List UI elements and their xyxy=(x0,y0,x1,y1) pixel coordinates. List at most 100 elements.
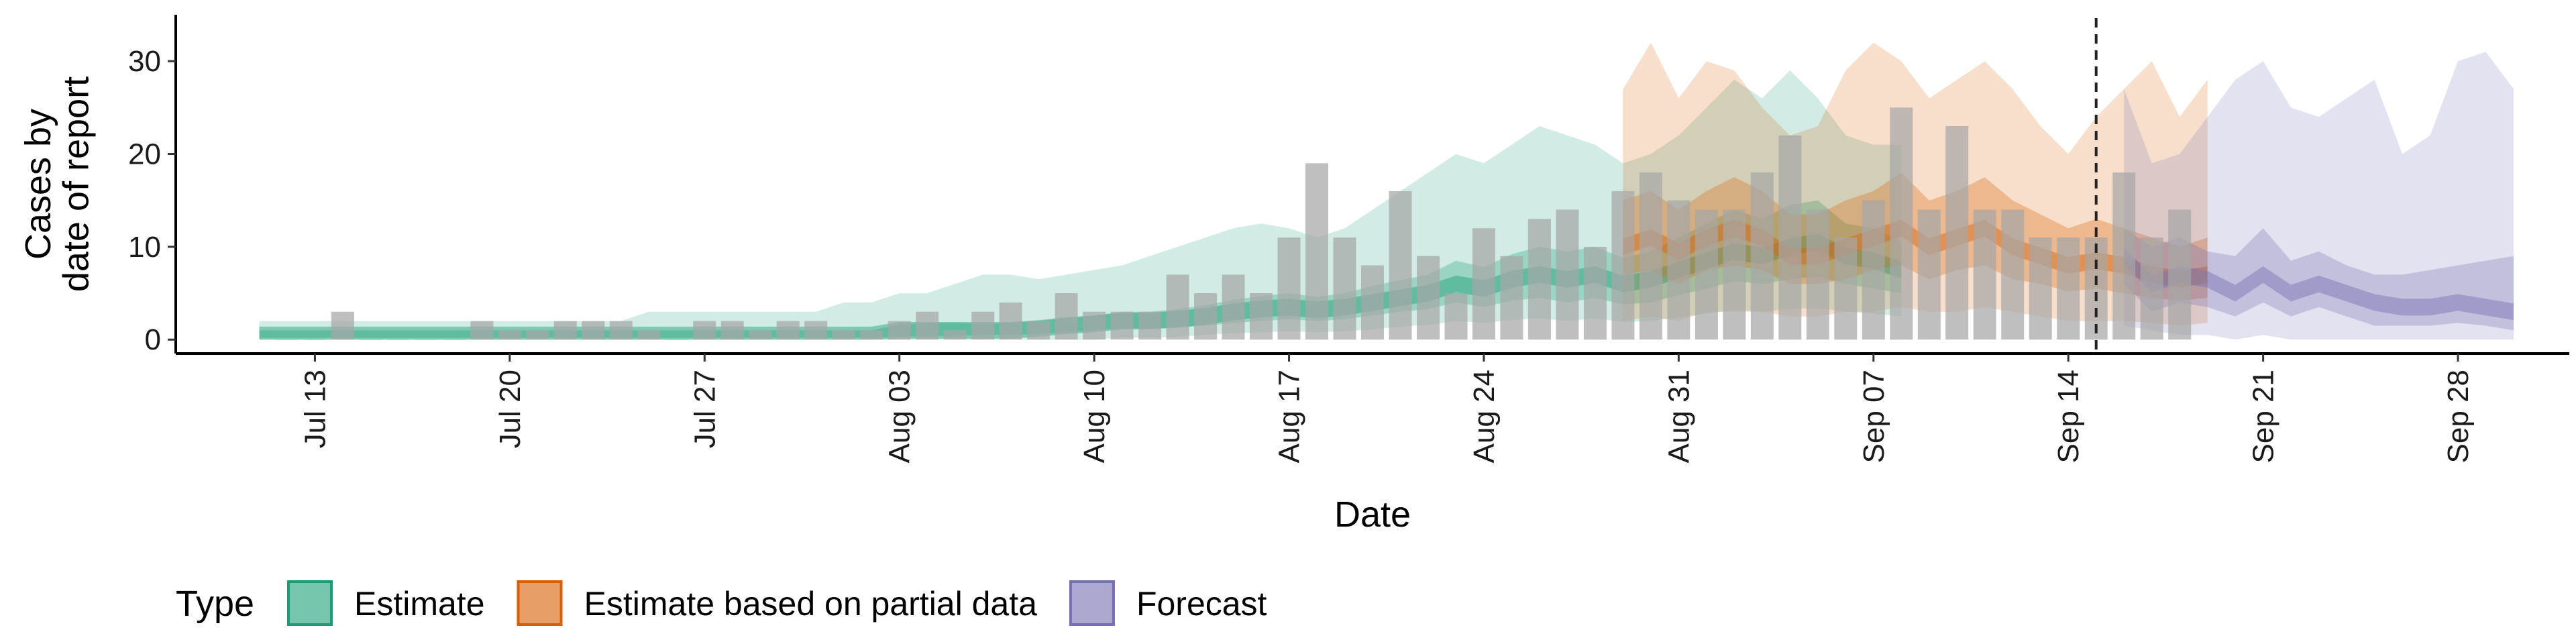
reported-case-bar xyxy=(1305,163,1328,340)
reported-case-bar xyxy=(1973,209,1996,340)
reported-case-bar xyxy=(943,330,967,340)
reported-case-bar xyxy=(2140,237,2163,340)
legend-label: Estimate xyxy=(354,585,485,623)
reported-case-bar xyxy=(2029,237,2052,340)
y-tick-label: 0 xyxy=(145,323,161,356)
reported-case-bar xyxy=(1389,191,1412,340)
reported-case-bar xyxy=(665,339,688,340)
x-tick-label: Sep 21 xyxy=(2247,370,2280,463)
reported-case-bar xyxy=(916,311,939,340)
reported-case-bar xyxy=(1110,311,1134,340)
reported-case-bar xyxy=(860,330,883,340)
reported-case-bar xyxy=(2168,209,2192,340)
reported-case-bar xyxy=(275,339,299,340)
reported-case-bar xyxy=(888,321,911,340)
reported-case-bar xyxy=(776,321,800,340)
reported-case-bar xyxy=(609,321,633,340)
reported-case-bar xyxy=(1556,209,1579,340)
reported-case-bar xyxy=(415,339,438,340)
legend-key xyxy=(287,580,333,626)
x-tick-label: Sep 07 xyxy=(1858,370,1890,463)
x-axis-title: Date xyxy=(1334,494,1411,535)
reported-case-bar xyxy=(386,339,410,340)
legend-key xyxy=(1069,580,1115,626)
y-tick-label: 20 xyxy=(128,138,161,171)
reported-case-bar xyxy=(1500,256,1523,340)
reported-case-bar xyxy=(1361,265,1384,340)
x-tick-label: Aug 03 xyxy=(883,370,916,463)
reported-case-bar xyxy=(1695,209,1718,340)
reported-case-bar xyxy=(1444,293,1468,340)
reported-case-bar xyxy=(1834,237,1858,340)
reported-case-bar xyxy=(1277,237,1301,340)
reported-case-bar xyxy=(1667,200,1690,340)
x-tick-label: Jul 27 xyxy=(688,370,721,448)
reported-case-bar xyxy=(1083,311,1106,340)
reported-case-bar xyxy=(971,311,995,340)
reported-case-bar xyxy=(693,321,716,340)
reported-case-bar xyxy=(1166,274,1189,340)
reported-case-bar xyxy=(2112,172,2136,340)
reported-case-bar xyxy=(582,321,605,340)
reported-case-bar xyxy=(1055,293,1078,340)
reported-case-bar xyxy=(1417,256,1440,340)
x-tick-label: Sep 14 xyxy=(2052,370,2085,463)
reported-case-bar xyxy=(1472,228,1495,340)
reported-case-bar xyxy=(1917,209,1941,340)
reported-case-bar xyxy=(1027,321,1051,340)
reported-case-bar xyxy=(720,321,744,340)
legend-key xyxy=(517,580,563,626)
reported-case-bar xyxy=(331,311,354,340)
reported-case-bar xyxy=(1527,219,1551,340)
axes: 0 10 20 30 Jul 13 Jul 20 Jul 27 Aug 03 Aug 10 Aug… xyxy=(18,15,2569,535)
reported-case-bar xyxy=(804,321,828,340)
reported-case-bar xyxy=(999,302,1022,340)
reported-case-bar xyxy=(303,339,327,340)
legend-label: Estimate based on partial data xyxy=(584,585,1038,623)
y-tick-label: 30 xyxy=(128,45,161,78)
reported-case-bar xyxy=(1945,126,1969,340)
reported-case-bar xyxy=(2084,237,2108,340)
reported-case-bar xyxy=(442,339,466,340)
reported-case-bar xyxy=(553,321,577,340)
x-tick-label: Aug 10 xyxy=(1078,370,1111,463)
reported-case-bar xyxy=(1333,237,1356,340)
reported-case-bar xyxy=(637,330,661,340)
reported-case-bar xyxy=(1222,274,1245,340)
reported-case-bar xyxy=(1890,107,1913,340)
reported-case-bar xyxy=(2057,237,2080,340)
reported-case-bar xyxy=(1778,135,1802,340)
reported-case-bar xyxy=(1750,172,1774,340)
legend-title: Type xyxy=(176,584,254,624)
legend-label: Forecast xyxy=(1136,585,1267,623)
reported-case-bar xyxy=(526,330,549,340)
reported-case-bar xyxy=(1723,209,1746,340)
reported-case-bar xyxy=(1138,311,1162,340)
x-tick-label: Sep 28 xyxy=(2442,370,2475,463)
reported-case-bar xyxy=(359,339,382,340)
reported-case-bar xyxy=(2001,209,2025,340)
reported-case-bar xyxy=(1194,293,1218,340)
reported-case-bar xyxy=(749,330,772,340)
series-2-median-band xyxy=(2124,248,2514,321)
reported-case-bars xyxy=(275,107,2192,340)
x-tick-label: Aug 31 xyxy=(1662,370,1695,463)
legend: Type Estimate Estimate based on partial da… xyxy=(176,580,1267,626)
y-axis-title: Cases bydate of report xyxy=(18,76,97,292)
x-tick-label: Aug 17 xyxy=(1273,370,1306,463)
reported-case-bar xyxy=(832,330,855,340)
series-2-outer-band xyxy=(2124,52,2514,340)
reported-case-bar xyxy=(470,321,494,340)
x-tick-label: Jul 13 xyxy=(299,370,331,448)
reported-case-bar xyxy=(1639,172,1662,340)
reported-case-bar xyxy=(1862,200,1885,340)
reported-case-bar xyxy=(1611,191,1635,340)
reported-case-bar xyxy=(1250,293,1273,340)
x-tick-label: Jul 20 xyxy=(494,370,527,448)
reported-case-bar xyxy=(1583,246,1607,340)
reported-case-bar xyxy=(1806,209,1829,340)
reported-case-bar xyxy=(498,330,521,340)
series-2-inner-band xyxy=(2124,228,2514,331)
y-tick-label: 10 xyxy=(128,231,161,264)
